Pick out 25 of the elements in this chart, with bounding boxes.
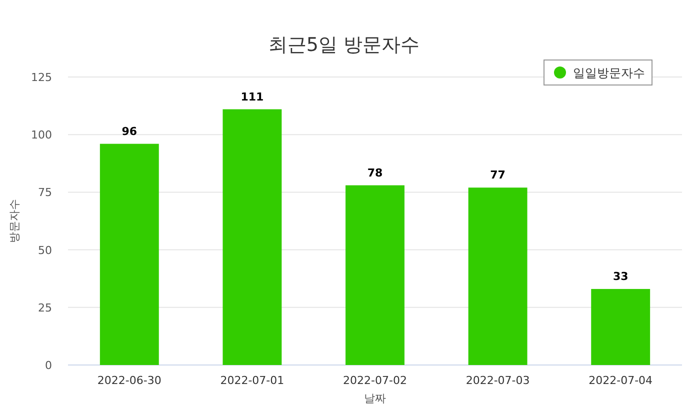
y-tick-label: 100 xyxy=(31,128,52,142)
bar xyxy=(100,144,159,365)
data-label: 33 xyxy=(612,270,628,283)
legend-label: 일일방문자수 xyxy=(573,66,645,80)
y-tick-label: 50 xyxy=(38,244,52,257)
y-tick-label: 125 xyxy=(31,71,52,84)
chart-title: 최근5일 방문자수 xyxy=(268,34,420,56)
x-tick-label: 2022-07-01 xyxy=(220,374,284,387)
data-label: 111 xyxy=(240,90,264,104)
x-tick-label: 2022-07-02 xyxy=(343,374,407,387)
bar xyxy=(591,288,650,365)
data-label: 78 xyxy=(367,166,383,180)
x-tick-label: 2022-07-04 xyxy=(588,374,653,387)
y-axis-title: 방문자수 xyxy=(8,199,21,243)
y-tick-label: 25 xyxy=(38,301,52,314)
y-tick-label: 0 xyxy=(45,359,52,372)
data-label: 96 xyxy=(122,124,138,138)
bar xyxy=(222,109,282,365)
bar xyxy=(346,185,404,365)
data-label: 77 xyxy=(490,168,506,182)
x-tick-label: 2022-07-03 xyxy=(466,374,530,387)
x-axis-title: 날짜 xyxy=(364,392,386,405)
y-tick-label: 75 xyxy=(38,186,52,200)
bar xyxy=(468,188,528,365)
x-tick-label: 2022-06-30 xyxy=(97,374,162,387)
